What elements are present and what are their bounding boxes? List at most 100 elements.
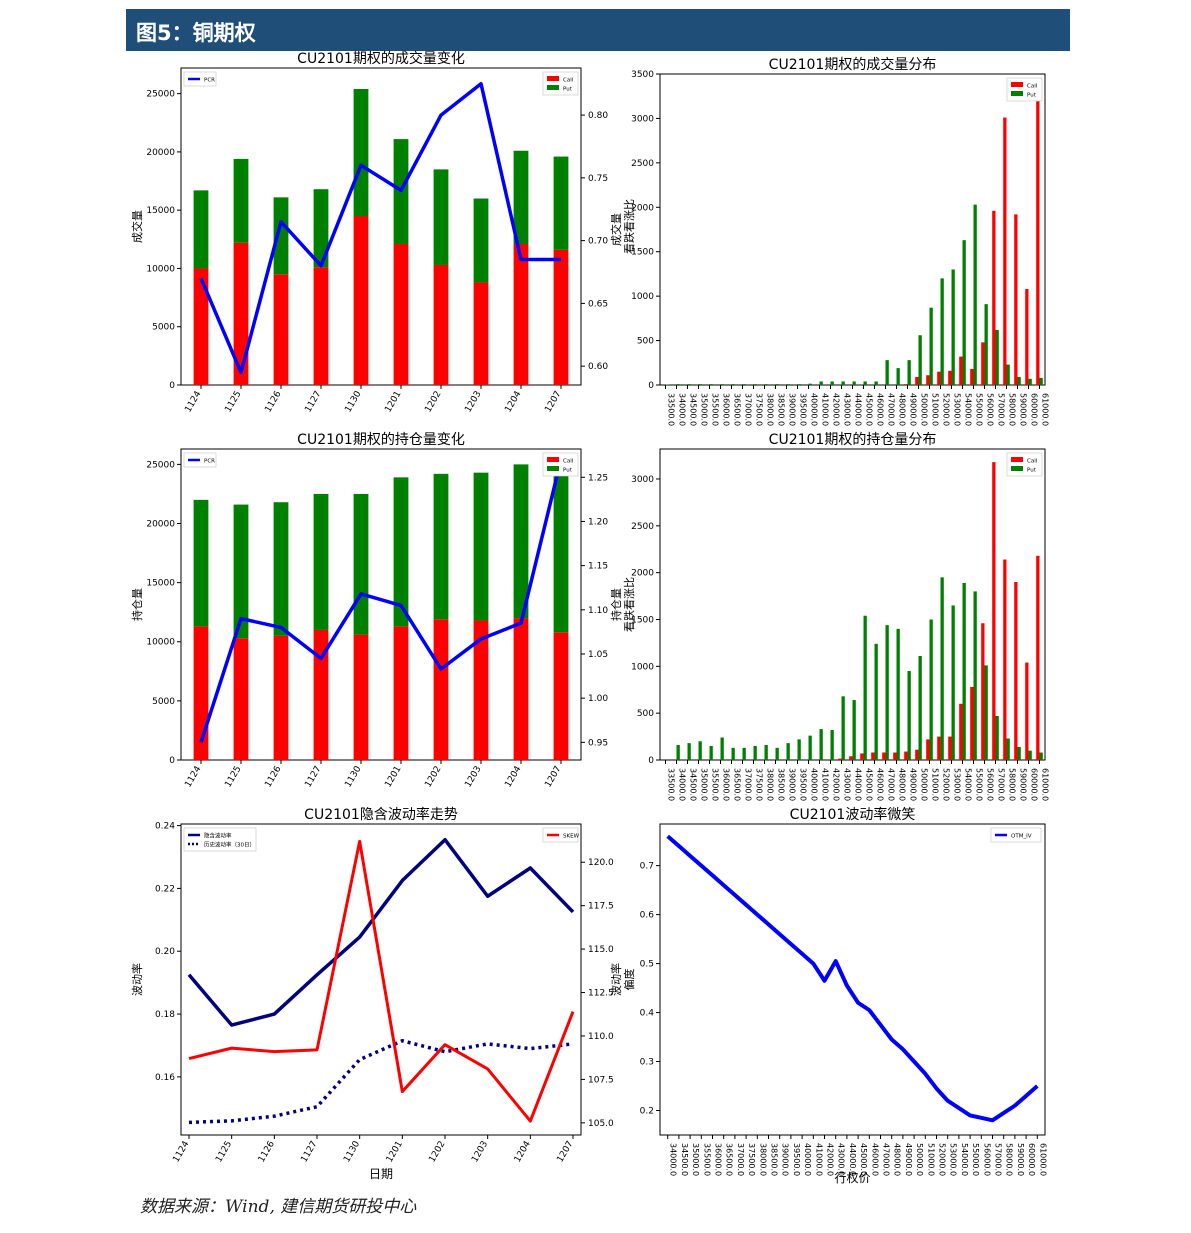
x-axis-tick-label: 1207 xyxy=(555,1140,575,1165)
x-axis-tick-label: 1125 xyxy=(223,765,243,790)
x-axis-tick-label: 47000.0 xyxy=(887,393,896,426)
x-axis-tick-label: 42000.0 xyxy=(832,768,841,801)
y-axis-tick-label: 0 xyxy=(169,756,175,766)
legend-box xyxy=(1006,452,1043,477)
legend-label: Call xyxy=(563,78,574,84)
y-axis-tick-label: 3000 xyxy=(631,114,654,124)
x-axis-tick-label: 1124 xyxy=(183,389,203,414)
put-bar xyxy=(885,360,889,385)
iv-line xyxy=(187,837,575,1027)
y-axis-tick-label: 0 xyxy=(648,756,654,766)
x-axis-tick-label: 33500.0 xyxy=(667,393,676,426)
chart-title: CU2101期权的成交量变化 xyxy=(297,50,465,67)
put-bar xyxy=(553,470,569,633)
y2-axis-label: 看跌看涨比 xyxy=(622,199,636,254)
legend-swatch xyxy=(1011,91,1023,96)
y-axis-tick-label: 0.6 xyxy=(640,911,655,921)
x-axis-tick-label: 35500.0 xyxy=(711,768,720,801)
y-axis-tick-label: 0.2 xyxy=(640,1107,654,1117)
y-axis-tick-label: 20000 xyxy=(146,519,175,529)
put-bar xyxy=(797,739,801,760)
y2-axis-tick-label: 120.0 xyxy=(588,858,614,868)
y2-axis-tick-label: 112.5 xyxy=(588,989,614,999)
x-axis-tick-label: 1124 xyxy=(171,1139,191,1164)
plot-frame xyxy=(659,823,1046,1136)
put-bar xyxy=(433,169,449,265)
y2-axis-tick-label: 0.60 xyxy=(588,362,608,372)
y2-axis-tick-label: 107.5 xyxy=(588,1075,614,1085)
chart-title: CU2101期权的持仓量变化 xyxy=(297,432,465,448)
x-axis-tick-label: 1203 xyxy=(470,1140,490,1165)
put-bar xyxy=(1017,746,1021,760)
put-bar xyxy=(753,384,757,385)
x-axis-tick-label: 59000.0 xyxy=(1019,393,1028,426)
x-axis-label: 行权价 xyxy=(834,1171,870,1185)
x-axis-tick-label: 53000.0 xyxy=(953,768,962,801)
put-bar xyxy=(720,384,724,385)
put-bar xyxy=(775,747,779,760)
put-bar xyxy=(313,189,329,268)
put-bar xyxy=(764,384,768,385)
x-axis-tick-label: 59000.0 xyxy=(1019,768,1028,801)
x-axis-tick-label: 36000.0 xyxy=(722,393,731,426)
x-axis-tick-label: 38500.0 xyxy=(770,1143,779,1176)
put-bar xyxy=(841,381,845,385)
y-axis-tick-label: 1000 xyxy=(631,292,654,302)
y-axis-tick-label: 1000 xyxy=(631,662,654,672)
put-bar xyxy=(830,730,834,760)
y-axis-tick-label: 15000 xyxy=(146,579,175,589)
x-axis-tick-label: 1204 xyxy=(503,389,523,414)
x-axis-tick-label: 1201 xyxy=(385,1140,405,1165)
put-bar xyxy=(819,381,823,385)
put-bar xyxy=(313,493,329,630)
x-axis-tick-label: 1202 xyxy=(423,390,443,415)
call-bar xyxy=(473,620,489,760)
call-bar xyxy=(233,638,249,760)
call-bar xyxy=(393,626,409,760)
y-axis-tick-label: 2000 xyxy=(631,203,654,213)
call-bar xyxy=(193,268,209,385)
put-bar xyxy=(819,729,823,760)
x-axis-tick-label: 46000.0 xyxy=(876,393,885,426)
x-axis-tick-label: 39000.0 xyxy=(781,1143,790,1176)
x-axis-tick-label: 1207 xyxy=(543,765,563,790)
y-axis-tick-label: 10000 xyxy=(146,638,175,648)
y2-axis-tick-label: 0.75 xyxy=(588,174,608,184)
put-bar xyxy=(473,198,489,283)
put-bar xyxy=(687,743,691,760)
put-bar xyxy=(709,384,713,385)
y-axis-tick-label: 1500 xyxy=(631,248,654,258)
y2-axis-tick-label: 0.65 xyxy=(588,299,608,309)
x-axis-tick-label: 54000.0 xyxy=(964,768,973,801)
y-axis-label: 波动率 xyxy=(130,963,144,996)
y-axis-tick-label: 500 xyxy=(637,709,654,719)
legend-label: Call xyxy=(1027,84,1038,90)
put-bar xyxy=(731,384,735,385)
put-bar xyxy=(698,384,702,385)
chart-openinterest-change: CU2101期权的持仓量变化 0 5000 10000 15000 20000 25000 持… xyxy=(126,425,636,795)
x-axis-tick-label: 40000.0 xyxy=(810,768,819,801)
x-axis-tick-label: 47000.0 xyxy=(882,1143,891,1176)
legend-swatch xyxy=(1011,457,1023,462)
call-bar xyxy=(904,751,908,760)
chart-title: CU2101期权的成交量分布 xyxy=(769,56,937,73)
call-bar xyxy=(926,375,930,385)
pcr-line xyxy=(199,459,563,743)
y2-axis-tick-label: 0.70 xyxy=(588,237,608,247)
y-axis-tick-label: 20000 xyxy=(146,148,175,158)
put-bar xyxy=(1039,752,1043,760)
y-axis-tick-label: 0.4 xyxy=(640,1009,655,1019)
legend-label: Put xyxy=(563,468,573,474)
x-axis-tick-label: 1203 xyxy=(463,390,483,415)
x-axis-tick-label: 36000.0 xyxy=(722,768,731,801)
put-bar xyxy=(676,384,680,385)
call-bar xyxy=(948,370,952,385)
y-axis-tick-label: 0.7 xyxy=(640,862,654,872)
x-axis-tick-label: 55000.0 xyxy=(971,1143,980,1176)
x-axis-tick-label: 1204 xyxy=(503,764,523,789)
x-axis-tick-label: 57000.0 xyxy=(994,1143,1003,1176)
put-bar xyxy=(907,671,911,760)
call-bar xyxy=(937,736,941,760)
y-axis-tick-label: 5000 xyxy=(152,697,175,707)
